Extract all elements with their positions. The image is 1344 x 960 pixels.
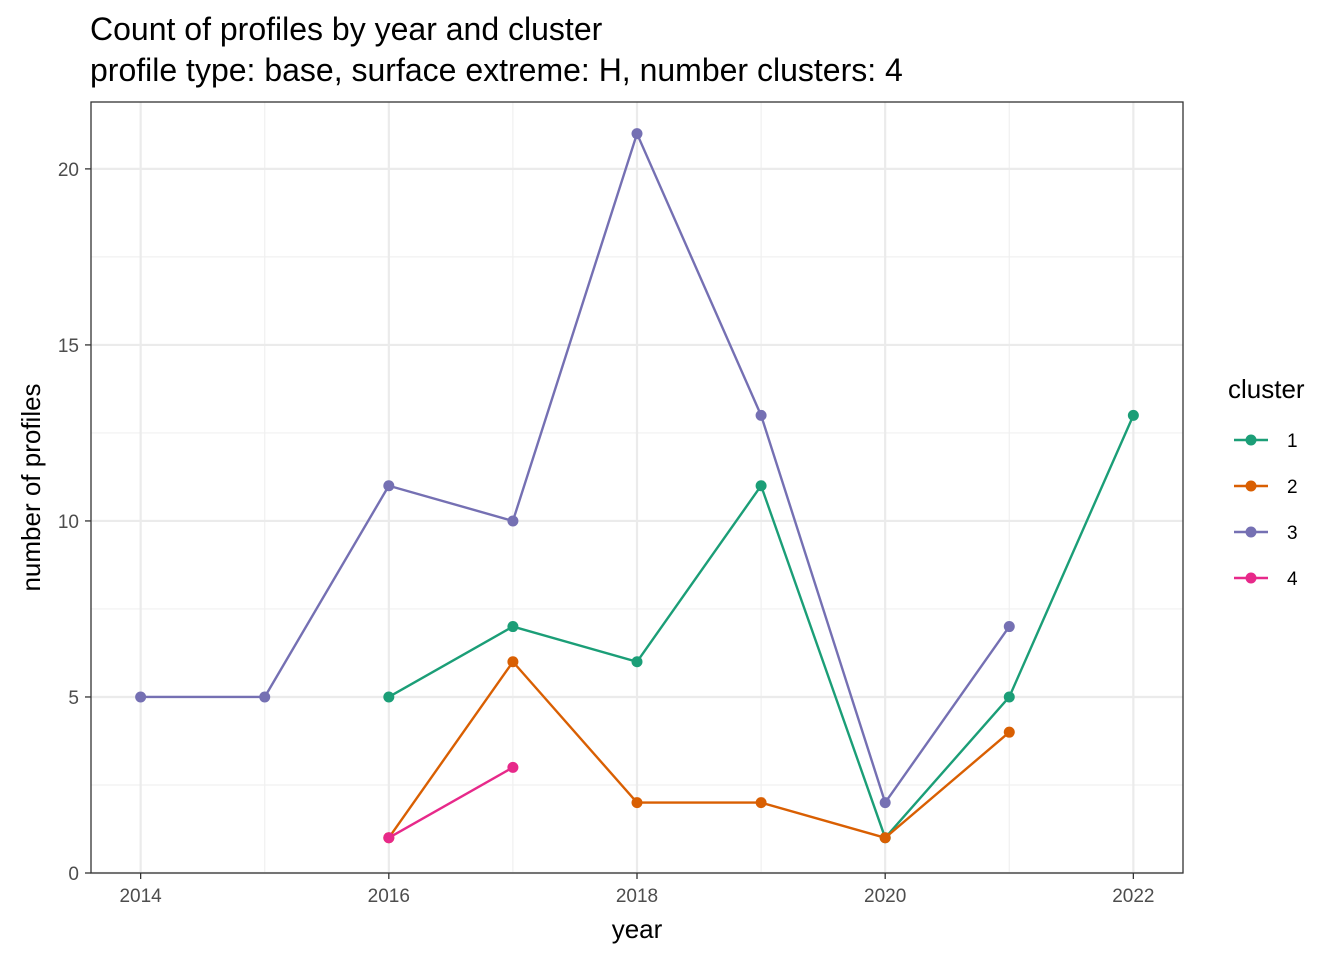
- data-point: [755, 480, 767, 492]
- data-point: [507, 761, 519, 773]
- series-4: [383, 761, 519, 844]
- y-tick-label: 15: [58, 336, 79, 357]
- data-point: [383, 832, 395, 844]
- data-point: [1003, 726, 1015, 738]
- legend-key-point: [1245, 434, 1257, 446]
- series-1: [383, 409, 1139, 844]
- legend-label: 3: [1287, 523, 1298, 544]
- legend-item-4: 4: [1234, 569, 1298, 590]
- chart-subtitle: profile type: base, surface extreme: H, …: [90, 52, 903, 88]
- data-point: [507, 621, 519, 633]
- chart-title: Count of profiles by year and cluster: [90, 11, 603, 47]
- x-tick-label: 2016: [368, 886, 410, 907]
- legend-item-1: 1: [1234, 431, 1298, 452]
- y-tick-label: 0: [68, 864, 79, 885]
- data-point: [879, 832, 891, 844]
- series-line-3: [140, 132, 1011, 804]
- x-tick-label: 2018: [616, 886, 658, 907]
- data-point: [507, 515, 519, 527]
- y-tick-label: 10: [58, 512, 79, 533]
- x-tick-label: 2022: [1112, 886, 1154, 907]
- y-axis-title: number of profiles: [16, 383, 46, 591]
- y-tick-label: 20: [58, 160, 79, 181]
- data-point: [135, 691, 147, 703]
- data-point: [879, 797, 891, 809]
- x-axis-title: year: [612, 914, 663, 944]
- legend-label: 1: [1287, 431, 1298, 452]
- series-line-2: [387, 660, 1011, 839]
- legend-title: cluster: [1228, 374, 1305, 404]
- legend-label: 4: [1287, 569, 1298, 590]
- data-point: [631, 797, 643, 809]
- legend-item-2: 2: [1234, 477, 1298, 498]
- legend: cluster 1 2 3 4: [1228, 374, 1305, 590]
- legend-label: 2: [1287, 477, 1298, 498]
- legend-key-point: [1245, 480, 1257, 492]
- data-point: [631, 656, 643, 668]
- legend-key-point: [1245, 526, 1257, 538]
- data-point: [755, 409, 767, 421]
- data-point: [259, 691, 271, 703]
- data-point: [507, 656, 519, 668]
- x-tick-label: 2014: [119, 886, 162, 907]
- data-point: [383, 480, 395, 492]
- legend-key-point: [1245, 572, 1257, 584]
- y-tick-label: 5: [68, 688, 79, 709]
- data-point: [755, 797, 767, 809]
- data-point: [1003, 691, 1015, 703]
- axes: 2014 2016 2018 2020 2022 0 5 10 15 20: [58, 160, 1155, 907]
- series-group: [135, 128, 1139, 844]
- data-point: [631, 128, 643, 140]
- x-tick-label: 2020: [864, 886, 906, 907]
- series-line-4: [388, 766, 514, 839]
- grid-lines: [91, 102, 1183, 875]
- series-3: [135, 128, 1015, 809]
- series-2: [383, 656, 1015, 844]
- legend-item-3: 3: [1234, 523, 1298, 544]
- data-point: [1003, 621, 1015, 633]
- data-point: [383, 691, 395, 703]
- data-point: [1127, 409, 1139, 421]
